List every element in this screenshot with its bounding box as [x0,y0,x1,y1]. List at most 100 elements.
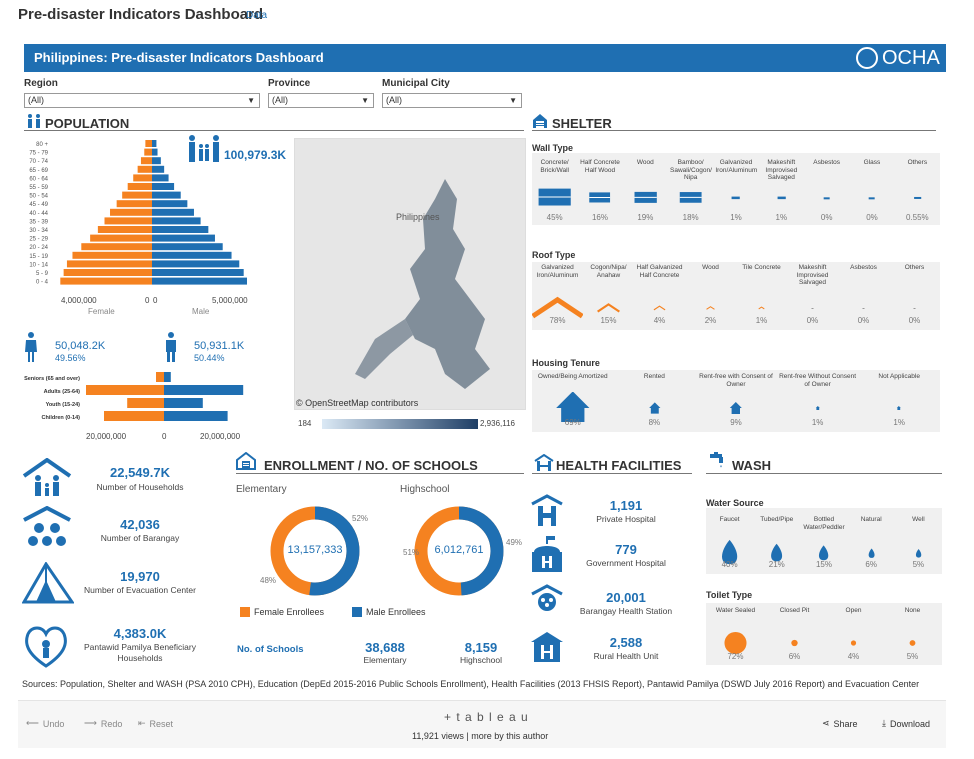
donut-male-segment[interactable] [270,506,360,596]
pyramid-male-bar[interactable] [152,234,215,242]
age-female-bar[interactable] [86,385,164,395]
panel-cell[interactable]: Natural 6% [848,508,895,574]
panel-cell-icon [868,197,875,200]
panel-cell[interactable]: Owned/Being Amortized 69% [532,370,614,432]
pyramid-female-bar[interactable] [137,165,152,173]
pyramid-male-bar[interactable] [152,174,169,182]
elementary-female-pct: 48% [260,576,277,585]
donut-male-segment[interactable] [414,506,504,596]
pyramid-male-bar[interactable] [152,251,232,259]
panel-cell[interactable]: Makeshift Improvised Salvaged 1% [759,153,804,225]
province-filter-select[interactable]: (All) ▼ [268,93,374,108]
panel-cell[interactable]: Rent-free with Consent of Owner 9% [695,370,777,432]
pyramid-male-bar[interactable] [152,148,158,156]
age-male-bar[interactable] [164,372,171,382]
pyramid-female-bar[interactable] [66,260,152,268]
pyramid-male-bar[interactable] [152,208,194,216]
panel-cell[interactable]: Bamboo/ Sawali/Cogon/ Nipa 18% [668,153,713,225]
pyramid-female-bar[interactable] [63,269,152,276]
panel-cell[interactable]: Asbestos 0% [804,153,849,225]
panel-cell[interactable]: Tile Concrete 1% [736,262,787,330]
pyramid-male-bar[interactable] [152,243,223,251]
pyramid-female-bar[interactable] [97,226,152,233]
pyramid-male-bar[interactable] [152,277,247,285]
panel-cell[interactable]: Asbestos 0% [838,262,889,330]
redo-button[interactable]: ⟶ Redo [84,718,122,729]
panel-cell[interactable]: Wood 19% [623,153,668,225]
legend-male-label: Male Enrollees [366,607,426,617]
pyramid-male-bar[interactable] [152,140,157,147]
panel-cell[interactable]: Makeshift Improvised Salvaged 0% [787,262,838,330]
pyramid-female-bar[interactable] [116,200,152,208]
panel-cell[interactable]: Rented 8% [614,370,696,432]
panel-cell[interactable]: Wood 2% [685,262,736,330]
health-title: HEALTH FACILITIES [556,458,682,473]
pyramid-male-bar[interactable] [152,260,240,268]
panel-cell[interactable]: Open 4% [824,603,883,665]
panel-cell[interactable]: Closed Pit 6% [765,603,824,665]
philippines-map[interactable] [294,138,526,410]
pyramid-female-bar[interactable] [110,208,152,216]
panel-cell[interactable]: Half Galvanized Half Concrete 4% [634,262,685,330]
undo-button[interactable]: ⟵ Undo [26,718,64,729]
pyramid-male-bar[interactable] [152,200,188,208]
age-female-bar[interactable] [104,411,164,421]
pyramid-male-bar[interactable] [152,191,181,199]
panel-cell[interactable]: None 5% [883,603,942,665]
pyramid-female-bar[interactable] [133,174,152,182]
pyramid-male-bar[interactable] [152,165,165,173]
panel-cell[interactable]: Others 0% [889,262,940,330]
panel-cell[interactable]: Water Sealed 72% [706,603,765,665]
share-button[interactable]: ⋖ Share [822,718,858,729]
pyramid-male-bar[interactable] [152,183,175,190]
data-tab-link[interactable]: Data [246,10,268,21]
tableau-logo[interactable]: + t a b l e a u [444,710,529,724]
panel-cell[interactable]: Galvanized Iron/Aluminum 1% [713,153,758,225]
pyramid-male-bar[interactable] [152,269,244,276]
panel-cell[interactable]: Cogon/Nipa/ Anahaw 15% [583,262,634,330]
panel-cell-pct: 21% [768,560,785,569]
panel-cell[interactable]: Bottled Water/Peddler 15% [800,508,847,574]
panel-cell[interactable]: Not Applicable 1% [858,370,940,432]
panel-cell-icon [771,543,783,562]
panel-cell[interactable]: Tubed/Pipe 21% [753,508,800,574]
age-male-bar[interactable] [164,411,228,421]
panel-cell-icon [791,639,798,647]
municipal-filter-select[interactable]: (All) ▼ [382,93,522,108]
pyramid-female-bar[interactable] [104,217,153,225]
panel-cell-icon [811,308,814,309]
pyramid-female-bar[interactable] [127,183,152,190]
reset-button[interactable]: ⇤ Reset [138,718,173,729]
pyramid-female-bar[interactable] [140,157,152,165]
pyramid-male-bar[interactable] [152,226,209,233]
pyramid-female-bar[interactable] [145,140,152,147]
pyramid-female-bar[interactable] [72,251,152,259]
panel-cell[interactable]: Faucet 40% [706,508,753,574]
panel-cell-label: Rent-free Without Consent of Owner [779,373,857,388]
wash-title: WASH [732,458,771,473]
more-by-author-link[interactable]: more by this author [471,731,549,741]
map-attribution[interactable]: © OpenStreetMap contributors [296,398,419,408]
panel-cell[interactable]: Well 5% [895,508,942,574]
panel-cell[interactable]: Half Concrete Half Wood 16% [577,153,622,225]
pyramid-female-bar[interactable] [81,243,152,251]
tenure-house-icon [556,392,590,422]
age-male-bar[interactable] [164,385,244,395]
panel-cell[interactable]: Rent-free Without Consent of Owner 1% [777,370,859,432]
age-female-bar[interactable] [156,372,164,382]
panel-cell[interactable]: Others 0.55% [895,153,940,225]
panel-cell[interactable]: Glass 0% [849,153,894,225]
panel-cell-label: Closed Pit [779,607,810,614]
pyramid-female-bar[interactable] [144,148,152,156]
age-female-bar[interactable] [127,398,164,408]
panel-cell[interactable]: Concrete/ Brick/Wall 45% [532,153,577,225]
download-button[interactable]: ⤓ Download [882,718,930,729]
pyramid-female-bar[interactable] [60,277,153,285]
pyramid-female-bar[interactable] [90,234,152,242]
age-male-bar[interactable] [164,398,203,408]
panel-cell[interactable]: Galvanized Iron/Aluminum 78% [532,262,583,330]
pyramid-male-bar[interactable] [152,157,161,165]
region-filter-select[interactable]: (All) ▼ [24,93,260,108]
pyramid-female-bar[interactable] [122,191,152,199]
pyramid-male-bar[interactable] [152,217,201,225]
